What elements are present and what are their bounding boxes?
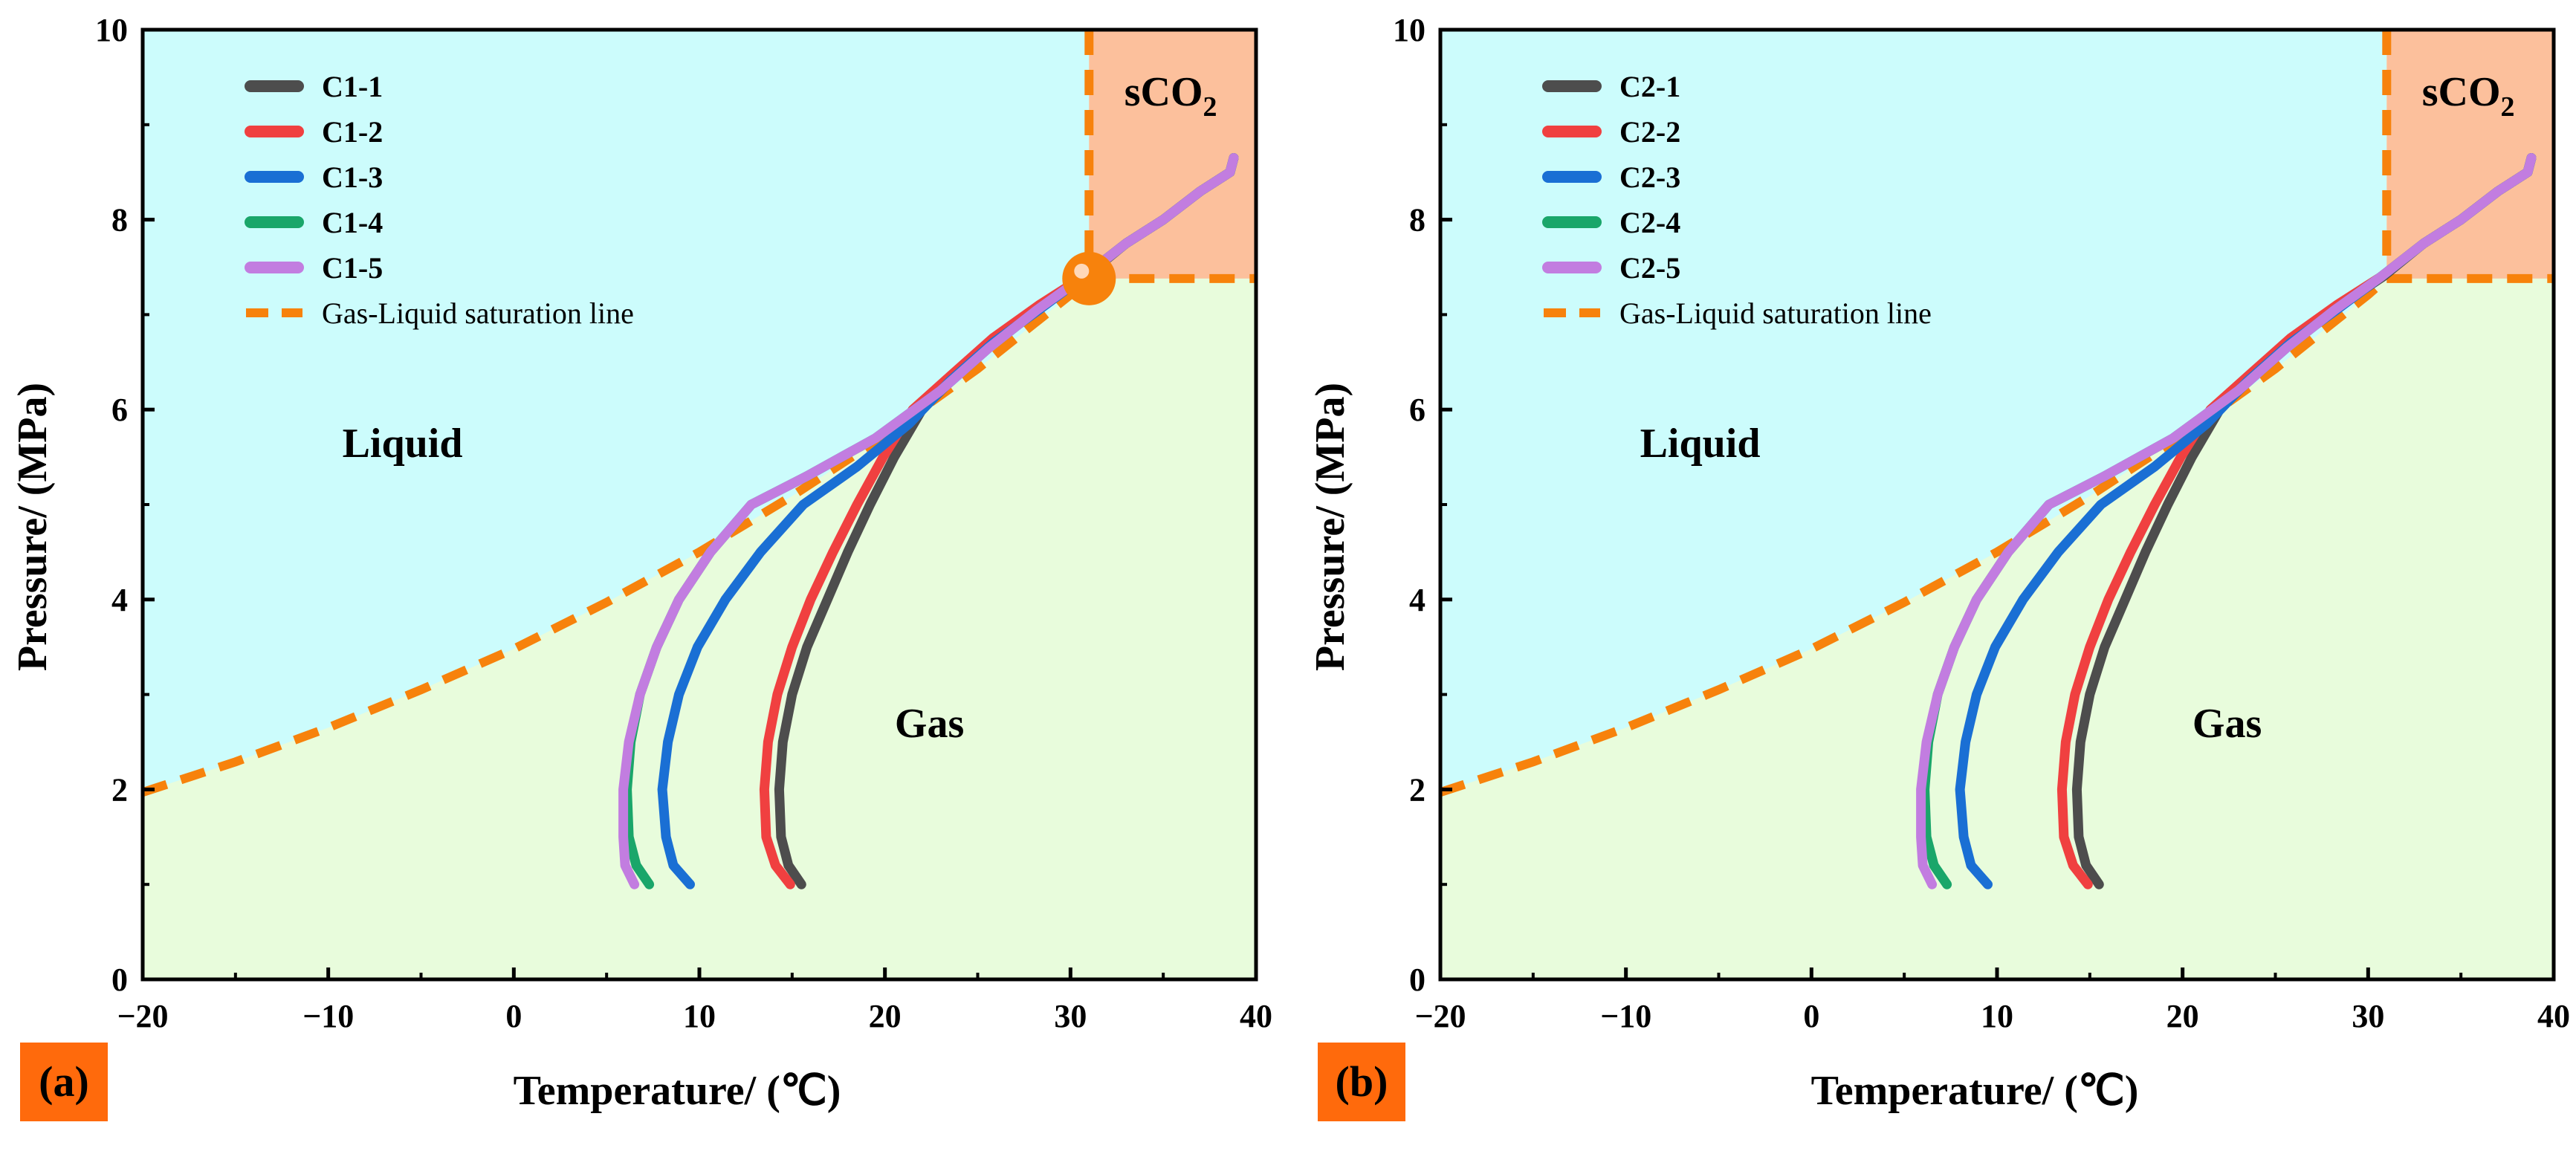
- sco2-label: sCO2: [2422, 69, 2515, 123]
- series-group: [618, 153, 1239, 889]
- legend-label-saturation: Gas-Liquid saturation line: [1619, 296, 1932, 330]
- liquid-region: [1440, 30, 2387, 793]
- liquid-region: [143, 30, 1090, 793]
- x-tick-label: 10: [1981, 998, 2013, 1034]
- x-axis-title: Temperature/ (℃): [1811, 1068, 2139, 1114]
- series-line-c2-5: [1916, 153, 2537, 889]
- legend-label-c2-2: C2-2: [1619, 115, 1680, 149]
- x-axis-title: Temperature/ (℃): [514, 1068, 841, 1114]
- panel-tag-a: (a): [39, 1057, 89, 1106]
- gas-label: Gas: [895, 701, 964, 747]
- legend-label-c2-3: C2-3: [1619, 161, 1680, 194]
- y-tick-label: 8: [111, 202, 128, 239]
- legend-label-c2-5: C2-5: [1619, 251, 1680, 285]
- liquid-label: Liquid: [343, 421, 463, 467]
- y-tick-label: 8: [1409, 202, 1425, 239]
- phase-regions: [143, 30, 1256, 979]
- y-tick-label: 6: [1409, 392, 1425, 428]
- x-tick-label: 20: [2166, 998, 2199, 1034]
- legend-label-c1-2: C1-2: [322, 115, 383, 149]
- legend-label-c2-1: C2-1: [1619, 70, 1680, 103]
- legend-label-c1-4: C1-4: [322, 206, 383, 239]
- legend-label-c1-1: C1-1: [322, 70, 383, 103]
- series-line-c1-5: [618, 153, 1239, 889]
- supercritical-region: [1089, 30, 1256, 279]
- y-tick-label: 4: [1409, 582, 1425, 618]
- x-tick-label: −10: [302, 998, 354, 1034]
- sco2-label-subscript: 2: [1203, 91, 1217, 123]
- series-group: [1916, 153, 2537, 889]
- sco2-label-main: sCO: [1124, 69, 1203, 115]
- sco2-label-subscript: 2: [2501, 91, 2515, 123]
- legend: C2-1 C2-2 C2-3 C2-4 C2-5 Gas-Liquid saturatio…: [1542, 70, 1932, 330]
- y-axis-title: Pressure/ (MPa): [1307, 383, 1353, 671]
- y-tick-label: 0: [1409, 962, 1425, 998]
- y-axis-title: Pressure/ (MPa): [10, 383, 56, 671]
- x-tick-label: 20: [869, 998, 902, 1034]
- sco2-label-main: sCO: [2422, 69, 2501, 115]
- legend-label-c1-3: C1-3: [322, 161, 383, 194]
- phase-regions: [1440, 30, 2554, 979]
- x-tick-label: −10: [1600, 998, 1651, 1034]
- panel-tag-background: [20, 1043, 108, 1121]
- supercritical-region: [2386, 30, 2554, 279]
- critical-point-marker: [1062, 251, 1116, 305]
- liquid-label: Liquid: [1640, 421, 1761, 467]
- x-tick-label: 40: [1240, 998, 1272, 1034]
- legend: C1-1 C1-2 C1-3 C1-4 C1-5 Gas-Liquid saturatio…: [245, 70, 634, 330]
- panel-tag-background: [1318, 1043, 1405, 1121]
- y-tick-label: 10: [95, 12, 128, 48]
- critical-point-highlight: [1074, 263, 1090, 279]
- x-tick-label: 40: [2537, 998, 2570, 1034]
- x-tick-label: 0: [505, 998, 522, 1034]
- panel-tag-b: (b): [1336, 1057, 1388, 1106]
- saturation-line: [143, 275, 1093, 797]
- chart-panel-b: −20 −10 0 10 20 30 40 0 2 4 6 8 10 Temperature/ (℃) Pr…: [1307, 12, 2570, 1121]
- y-tick-label: 6: [111, 392, 128, 428]
- legend-label-c1-5: C1-5: [322, 251, 383, 285]
- legend-label-c2-4: C2-4: [1619, 206, 1680, 239]
- y-tick-label: 4: [111, 582, 128, 618]
- saturation-line: [1440, 275, 2390, 797]
- x-tick-label: 0: [1803, 998, 1819, 1034]
- x-tick-label: 30: [1054, 998, 1087, 1034]
- gas-label: Gas: [2192, 701, 2262, 747]
- legend-label-saturation: Gas-Liquid saturation line: [322, 296, 634, 330]
- y-tick-label: 10: [1393, 12, 1425, 48]
- y-tick-label: 2: [1409, 771, 1425, 808]
- x-tick-label: −20: [117, 998, 168, 1034]
- y-tick-label: 2: [111, 771, 128, 808]
- chart-panel-a: −20 −10 0 10 20 30 40 0 2 4 6 8 10 Temperature/ (℃) Pr…: [10, 12, 1272, 1121]
- x-tick-label: −20: [1414, 998, 1466, 1034]
- x-tick-label: 10: [683, 998, 716, 1034]
- x-tick-label: 30: [2352, 998, 2384, 1034]
- y-tick-label: 0: [111, 962, 128, 998]
- sco2-label: sCO2: [1124, 69, 1217, 123]
